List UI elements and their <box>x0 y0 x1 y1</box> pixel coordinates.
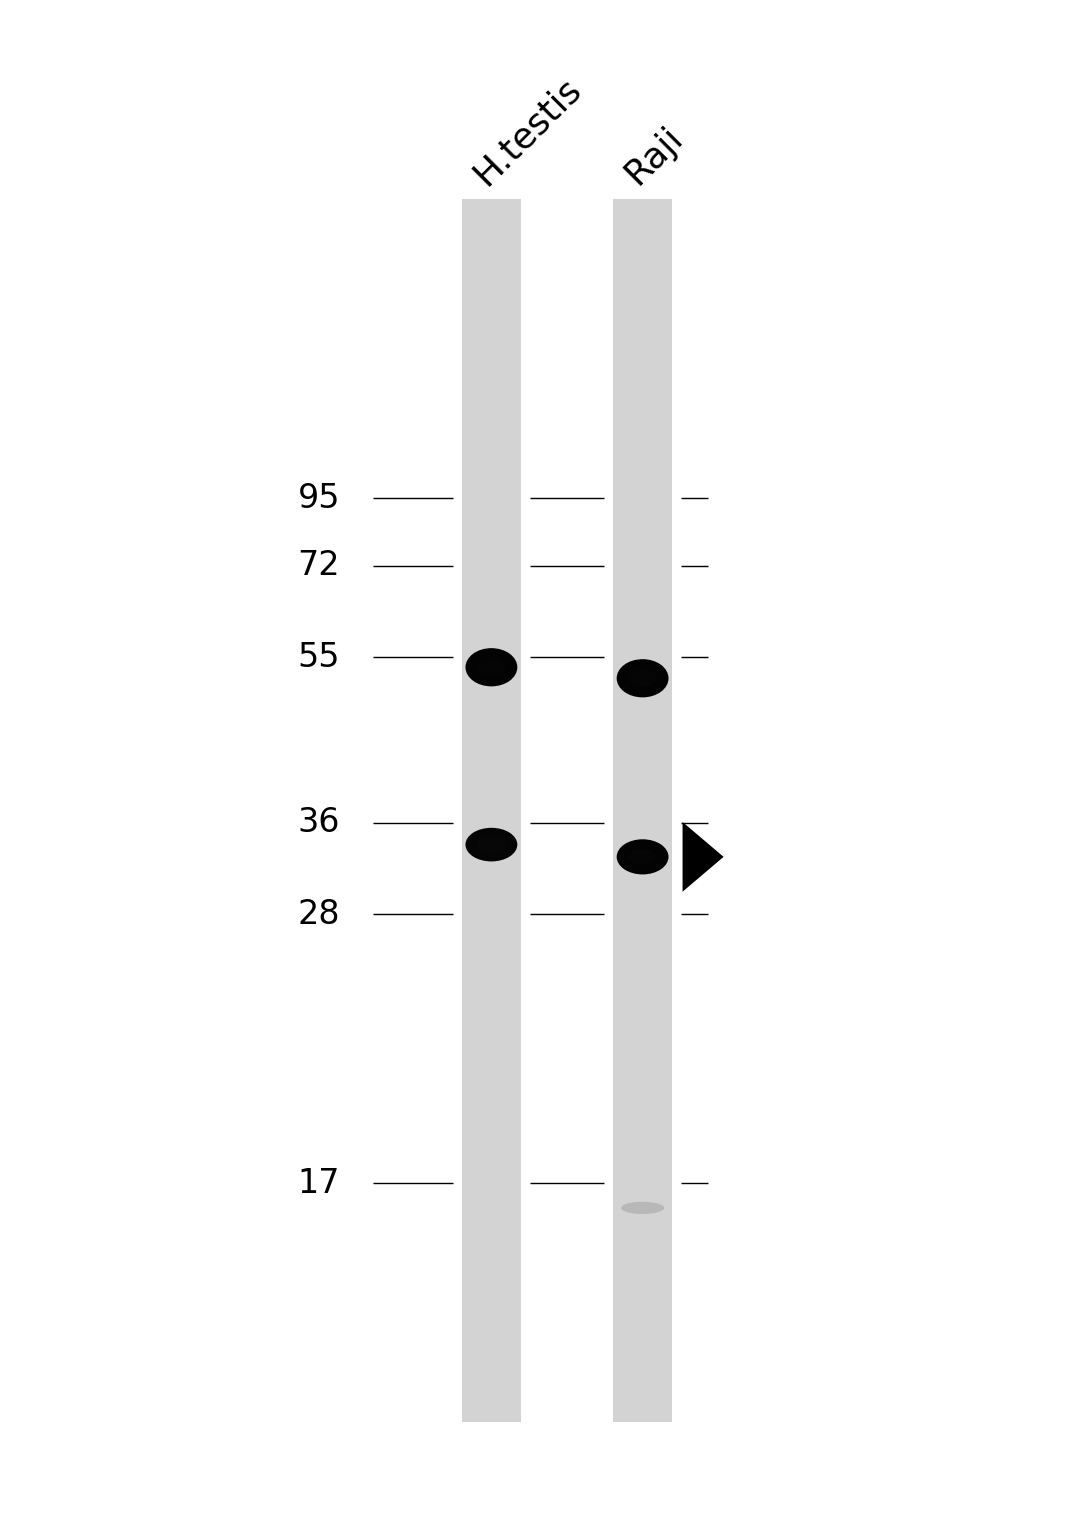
Ellipse shape <box>617 659 669 697</box>
Text: 28: 28 <box>298 898 340 931</box>
Ellipse shape <box>629 849 657 865</box>
Text: 36: 36 <box>298 806 340 839</box>
Ellipse shape <box>465 827 517 861</box>
Bar <box>462 199 522 1422</box>
Bar <box>613 199 672 1422</box>
Ellipse shape <box>629 670 657 687</box>
Text: 17: 17 <box>298 1167 340 1200</box>
Polygon shape <box>683 823 724 891</box>
Ellipse shape <box>477 659 505 676</box>
Text: Raji: Raji <box>619 121 689 191</box>
Ellipse shape <box>621 1202 664 1214</box>
Ellipse shape <box>465 648 517 687</box>
Text: 95: 95 <box>298 482 340 515</box>
Text: 55: 55 <box>298 641 340 674</box>
Ellipse shape <box>477 836 505 852</box>
Text: H.testis: H.testis <box>468 70 588 191</box>
Ellipse shape <box>617 839 669 875</box>
Text: 72: 72 <box>298 549 340 583</box>
